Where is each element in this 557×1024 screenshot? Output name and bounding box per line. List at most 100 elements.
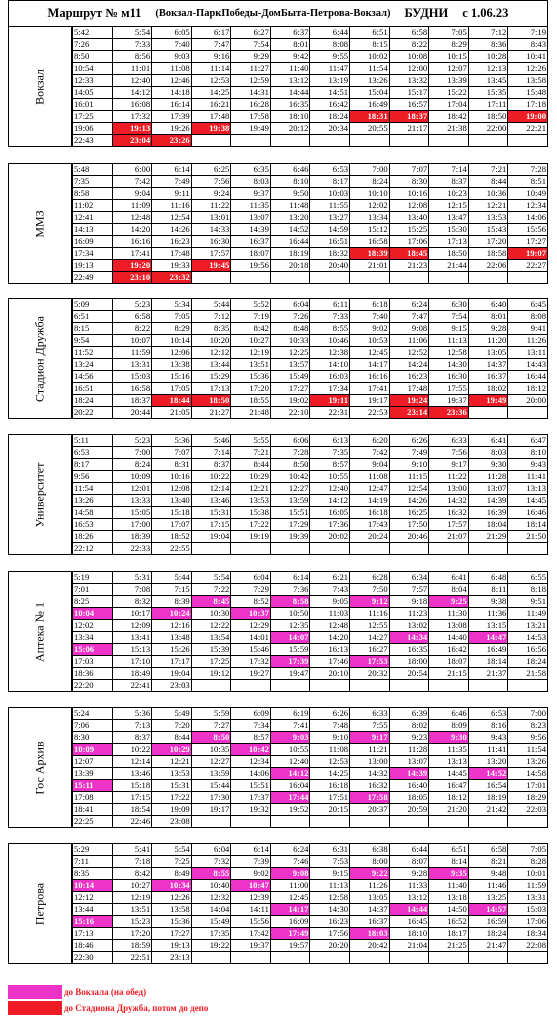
time-cell: 7:00 bbox=[507, 707, 548, 720]
time-cell: 6:13 bbox=[309, 434, 351, 447]
time-cell: 22:12 bbox=[72, 542, 113, 555]
time-cell: 14:58 bbox=[507, 767, 548, 780]
time-cell: 21:23 bbox=[388, 259, 430, 272]
table-row: 8:25 8:32 8:39 8:45 8:52 8:58 9:05 9:12 9:18 9:25… bbox=[72, 595, 548, 608]
time-cell: 12:26 bbox=[507, 62, 548, 75]
time-cell: 17:20 bbox=[111, 927, 153, 940]
table-row: 17:13 17:20 17:27 17:35 17:42 17:49 17:56 18:03… bbox=[72, 927, 548, 940]
time-cell: 12:54 bbox=[151, 211, 192, 224]
time-cell: 7:00 bbox=[111, 446, 153, 459]
time-cell: 14:26 bbox=[388, 494, 430, 507]
time-cell: 7:25 bbox=[151, 855, 192, 868]
time-cell: 8:49 bbox=[151, 867, 192, 880]
stop-name-cell: Университет bbox=[8, 434, 72, 555]
stop-block: Стадион Дружба 5:09 5:23 5:34 5:44 5:52 6:04 6:… bbox=[8, 298, 548, 419]
time-cell: 11:36 bbox=[467, 607, 509, 620]
time-cell: 12:39 bbox=[230, 891, 271, 904]
time-cell: 7:50 bbox=[349, 583, 390, 596]
time-cell: 17:34 bbox=[72, 247, 113, 260]
time-cell: 12:32 bbox=[190, 891, 232, 904]
empty-cell bbox=[190, 815, 232, 828]
time-cell: 16:09 bbox=[72, 235, 113, 248]
time-cell: 17:13 bbox=[190, 382, 232, 395]
table-row: 13:24 13:31 13:38 13:44 13:51 13:57 14:10 14:17… bbox=[72, 358, 548, 371]
time-cell: 10:23 bbox=[428, 187, 469, 200]
time-cell: 8:36 bbox=[467, 38, 509, 51]
table-row: 17:03 17:10 17:17 17:25 17:32 17:39 17:46 17:53… bbox=[72, 655, 548, 668]
time-cell: 21:44 bbox=[428, 259, 469, 272]
time-cell: 18:36 bbox=[72, 667, 113, 680]
time-cell: 14:52 bbox=[467, 767, 509, 780]
time-cell: 18:31 bbox=[349, 110, 390, 123]
time-cell: 18:10 bbox=[269, 110, 311, 123]
time-cell: 7:19 bbox=[507, 26, 548, 39]
table-row: 5:19 5:31 5:44 5:54 6:04 6:14 6:21 6:28 6:34 6:41… bbox=[72, 571, 548, 584]
time-cell: 6:04 bbox=[190, 843, 232, 856]
time-cell: 8:01 bbox=[467, 310, 509, 323]
time-cell: 13:59 bbox=[269, 494, 311, 507]
time-table: 5:24 5:36 5:49 5:59 6:09 6:19 6:26 6:33 6:39 6:46… bbox=[72, 707, 548, 828]
table-row: 7:35 7:42 7:49 7:56 8:03 8:10 8:17 8:24 8:30 8:37… bbox=[72, 175, 548, 188]
time-cell: 17:15 bbox=[111, 791, 153, 804]
table-row: 14:13 14:20 14:26 14:33 14:39 14:52 14:59 15:12… bbox=[72, 223, 548, 236]
empty-cell bbox=[428, 271, 469, 284]
time-cell: 13:07 bbox=[388, 755, 430, 768]
time-cell: 23:13 bbox=[151, 951, 192, 964]
time-cell: 6:58 bbox=[467, 843, 509, 856]
time-cell: 15:18 bbox=[111, 779, 153, 792]
time-cell: 13:44 bbox=[190, 358, 232, 371]
time-cell: 9:05 bbox=[309, 595, 351, 608]
table-row: 7:06 7:13 7:20 7:27 7:34 7:41 7:48 7:55 8:02 8:09… bbox=[72, 719, 548, 732]
time-cell: 15:49 bbox=[190, 915, 232, 928]
time-cell: 11:41 bbox=[467, 743, 509, 756]
time-cell: 12:35 bbox=[269, 619, 311, 632]
empty-cell bbox=[507, 271, 548, 284]
time-cell: 7:47 bbox=[388, 310, 430, 323]
time-cell: 14:37 bbox=[467, 358, 509, 371]
time-cell: 22:21 bbox=[507, 122, 548, 135]
time-cell: 16:39 bbox=[467, 506, 509, 519]
time-cell: 17:35 bbox=[190, 927, 232, 940]
time-cell: 7:56 bbox=[428, 446, 469, 459]
time-cell: 16:49 bbox=[467, 643, 509, 656]
time-cell: 7:43 bbox=[309, 583, 351, 596]
stop-name: Вокзал bbox=[32, 68, 47, 105]
time-cell: 11:08 bbox=[309, 743, 351, 756]
time-cell: 16:42 bbox=[428, 643, 469, 656]
time-cell: 14:47 bbox=[467, 631, 509, 644]
table-row: 13:34 13:41 13:48 13:54 14:01 14:07 14:20 14:27… bbox=[72, 631, 548, 644]
empty-cell bbox=[388, 815, 430, 828]
table-row: 8:35 8:42 8:49 8:55 9:02 9:08 9:15 9:22 9:28 9:35… bbox=[72, 867, 548, 880]
empty-cell bbox=[467, 542, 509, 555]
time-cell: 7:54 bbox=[230, 38, 271, 51]
time-cell: 16:52 bbox=[428, 915, 469, 928]
time-cell: 17:34 bbox=[309, 382, 351, 395]
empty-cell bbox=[190, 679, 232, 692]
time-cell: 7:15 bbox=[151, 583, 192, 596]
time-cell: 21:25 bbox=[428, 939, 469, 952]
time-cell: 8:14 bbox=[428, 855, 469, 868]
time-cell: 16:56 bbox=[507, 643, 548, 656]
time-cell: 11:55 bbox=[309, 199, 351, 212]
time-cell: 7:27 bbox=[190, 719, 232, 732]
time-cell: 13:39 bbox=[72, 767, 113, 780]
route-path: (Вокзал-ПаркПобеды-ДомБыта-Петрова-Вокза… bbox=[155, 8, 391, 19]
time-cell: 6:44 bbox=[309, 26, 351, 39]
time-cell: 14:05 bbox=[72, 86, 113, 99]
time-cell: 14:13 bbox=[72, 223, 113, 236]
time-cell: 11:35 bbox=[428, 743, 469, 756]
empty-cell bbox=[428, 134, 469, 147]
time-cell: 10:29 bbox=[151, 743, 192, 756]
time-cell: 19:04 bbox=[190, 530, 232, 543]
time-cell: 17:51 bbox=[309, 791, 351, 804]
time-cell: 18:24 bbox=[467, 927, 509, 940]
time-cell: 6:17 bbox=[190, 26, 232, 39]
time-cell: 10:33 bbox=[269, 334, 311, 347]
time-cell: 8:31 bbox=[151, 458, 192, 471]
time-cell: 18:45 bbox=[388, 247, 430, 260]
time-cell: 17:46 bbox=[309, 655, 351, 668]
time-cell: 8:29 bbox=[428, 38, 469, 51]
time-cell: 11:23 bbox=[388, 607, 430, 620]
time-cell: 17:25 bbox=[190, 655, 232, 668]
time-cell: 19:37 bbox=[230, 939, 271, 952]
